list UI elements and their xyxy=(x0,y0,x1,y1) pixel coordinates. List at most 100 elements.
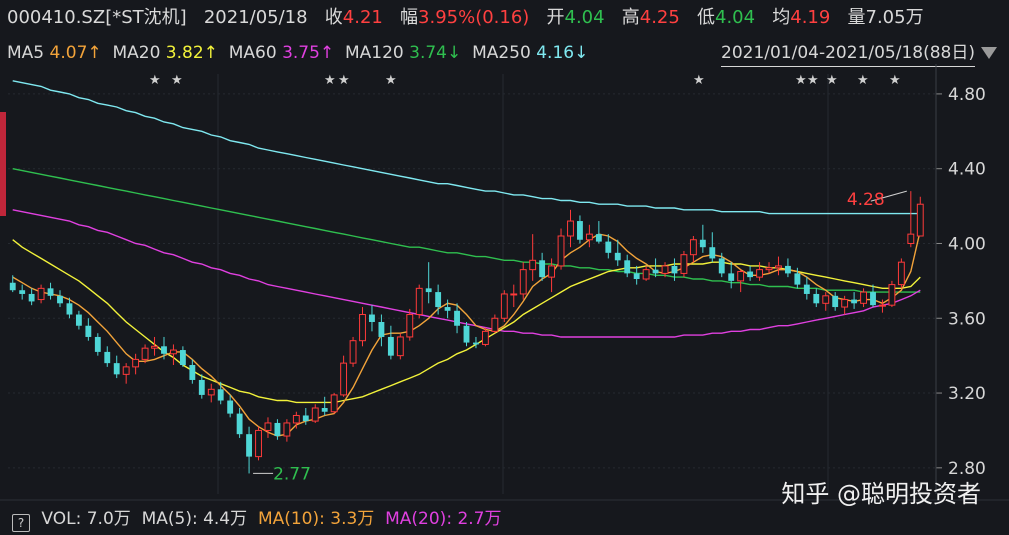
dropdown-triangle-icon[interactable] xyxy=(981,47,997,59)
active-indicator xyxy=(0,112,6,216)
star-marker: ★ xyxy=(693,73,705,88)
candle-body xyxy=(406,314,414,338)
candle-body xyxy=(378,322,385,337)
candle-body xyxy=(557,235,565,267)
low-value: 4.04 xyxy=(715,7,756,28)
close-label: 收 xyxy=(324,7,343,28)
candle-body xyxy=(539,260,546,278)
candle-body xyxy=(765,267,773,271)
candle-body xyxy=(794,273,801,285)
date-range-selector[interactable]: 2021/01/04-2021/05/18(88日) xyxy=(721,40,975,67)
indicator-toggle-icon[interactable]: ? xyxy=(12,514,30,532)
candle-body xyxy=(699,239,706,248)
candle-body xyxy=(236,413,243,435)
candle-body xyxy=(519,269,527,295)
candle-body xyxy=(9,282,16,291)
star-marker: ★ xyxy=(795,73,807,88)
amplitude-value: 3.95%(0.16) xyxy=(418,7,530,28)
open-value: 4.04 xyxy=(564,7,605,28)
open-label: 开 xyxy=(546,7,565,28)
candle-body xyxy=(652,269,659,274)
ma-legend-bar: MA5 4.07↑ MA20 3.82↑ MA60 3.75↑ MA120 3.… xyxy=(0,38,1009,68)
candle-body xyxy=(47,288,54,296)
vol-text: VOL: 7.0万 xyxy=(41,509,131,529)
candle-body xyxy=(369,314,375,322)
star-marker: ★ xyxy=(171,73,183,88)
candle-body xyxy=(841,299,849,308)
star-marker: ★ xyxy=(324,73,336,88)
candle-body xyxy=(57,295,63,304)
star-marker: ★ xyxy=(338,73,350,88)
vol-ma20-text: MA(20): 2.7万 xyxy=(385,509,502,529)
candle-body xyxy=(104,351,111,364)
candle-body xyxy=(444,307,451,311)
candle-body xyxy=(680,254,688,274)
candle-body xyxy=(671,265,678,274)
candle-body xyxy=(28,293,35,302)
candle-body xyxy=(737,271,745,282)
y-tick-label: 3.20 xyxy=(948,384,986,404)
candle-body xyxy=(435,292,442,308)
candle-body xyxy=(689,239,697,256)
candle-body xyxy=(870,292,876,306)
candle-body xyxy=(311,407,319,422)
candle-body xyxy=(633,273,640,279)
candle-body xyxy=(66,303,73,315)
star-marker: ★ xyxy=(385,73,397,88)
ma20-label[interactable]: MA20 xyxy=(112,43,161,63)
candle-body xyxy=(756,269,763,278)
candle-body xyxy=(500,293,508,319)
quote-info-bar: 000410.SZ[*ST沈机] 2021/05/18 收4.21 幅3.95%… xyxy=(0,0,1009,36)
candle-body xyxy=(851,299,858,304)
ma20-line xyxy=(12,239,921,404)
volume-indicator-bar: ? VOL: 7.0万 MA(5): 4.4万 MA(10): 3.3万 MA(… xyxy=(0,503,1009,535)
ma60-label[interactable]: MA60 xyxy=(228,43,277,63)
candle-body xyxy=(415,287,423,316)
candle-body xyxy=(879,304,886,307)
candle-body xyxy=(122,366,130,375)
ma250-label[interactable]: MA250 xyxy=(472,43,531,63)
candle-body xyxy=(585,233,593,241)
y-tick-label: 3.60 xyxy=(948,309,986,329)
ma120-label[interactable]: MA120 xyxy=(344,43,404,63)
volume-value: 7.05万 xyxy=(865,7,924,28)
candle-body xyxy=(321,408,328,412)
candle-body xyxy=(624,260,631,274)
candle-body xyxy=(37,287,45,301)
star-marker: ★ xyxy=(807,73,819,88)
candle-body xyxy=(151,345,158,349)
candle-body xyxy=(349,340,357,364)
candle-body xyxy=(642,269,650,280)
candle-body xyxy=(822,295,830,304)
amplitude-label: 幅 xyxy=(400,7,419,28)
candle-body xyxy=(264,422,272,431)
watermark-text: 知乎 @聪明投资者 xyxy=(781,480,981,508)
candle-body xyxy=(481,330,489,345)
candle-body xyxy=(292,414,300,424)
y-tick-label: 4.00 xyxy=(948,234,986,254)
ma5-label[interactable]: MA5 xyxy=(7,43,45,63)
star-marker: ★ xyxy=(149,73,161,88)
candle-body xyxy=(113,363,120,375)
candle-body xyxy=(907,233,915,244)
candle-body xyxy=(718,258,725,274)
vol-ma10-text: MA(10): 3.3万 xyxy=(257,509,375,529)
candle-body xyxy=(246,434,252,457)
ma5-value: 4.07↑ xyxy=(49,43,102,63)
candle-body xyxy=(784,265,791,274)
candle-body xyxy=(161,346,167,354)
star-marker: ★ xyxy=(826,73,838,88)
candle-body xyxy=(454,310,460,326)
candle-body xyxy=(605,241,612,253)
stock-code-name[interactable]: 000410.SZ[*ST沈机] xyxy=(7,7,187,28)
candle-body xyxy=(396,336,404,357)
high-value: 4.25 xyxy=(639,7,680,28)
candle-body xyxy=(747,271,754,278)
candle-body xyxy=(330,394,338,413)
candlestick-chart[interactable]: ★ ★ ★ ★ ★ ★ ★ ★ ★ ★ ★ 4.804.404.003.603.202.80 4.2… xyxy=(0,64,1009,504)
y-tick-label: 2.80 xyxy=(948,459,986,479)
candle-body xyxy=(463,325,470,343)
candle-body xyxy=(614,252,621,261)
candle-body xyxy=(189,365,196,380)
candle-body xyxy=(897,261,905,286)
